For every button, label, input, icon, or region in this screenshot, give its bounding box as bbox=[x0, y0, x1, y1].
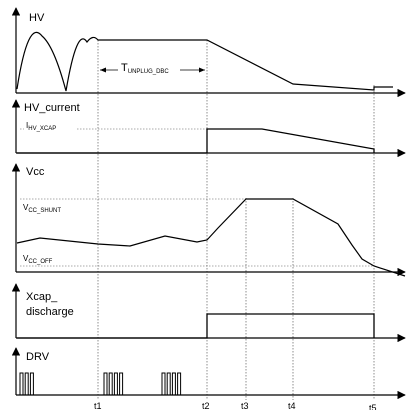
drv-pulse bbox=[29, 372, 34, 395]
hv-current-panel: HV_current IHV_XCAP bbox=[11, 99, 406, 158]
t4-label: t4 bbox=[288, 401, 296, 410]
vcc-waveform bbox=[16, 198, 406, 277]
xcap-label-line1: Xcap_ bbox=[26, 291, 58, 303]
hv-panel: HV TUNPLUG_DBC bbox=[11, 7, 406, 98]
drv-pulses bbox=[19, 372, 182, 395]
hv-current-waveform bbox=[17, 128, 375, 154]
drv-panel: DRV bbox=[11, 347, 406, 400]
drv-label: DRV bbox=[26, 351, 50, 363]
time-marker-lines bbox=[97, 40, 375, 400]
unplug-dbc-arrow-left-head bbox=[100, 67, 106, 73]
vcc-label: Vcc bbox=[26, 166, 45, 178]
drv-pulse bbox=[161, 372, 166, 395]
vcc-panel: Vcc VCC_SHUNT VCC_OFF bbox=[11, 163, 406, 277]
xcap-waveform bbox=[17, 313, 375, 339]
unplug-dbc-arrow-right-head bbox=[199, 67, 205, 73]
xcap-panel: Xcap_ discharge bbox=[11, 283, 406, 343]
drv-pulse bbox=[119, 372, 124, 395]
t5-label: t5 bbox=[369, 403, 377, 410]
vcc-off-label: VCC_OFF bbox=[23, 254, 53, 265]
drv-pulse bbox=[171, 372, 176, 395]
unplug-dbc-annotation: TUNPLUG_DBC bbox=[121, 62, 169, 75]
drv-pulse bbox=[103, 372, 108, 395]
hv-current-label: HV_current bbox=[24, 102, 80, 114]
time-marker-labels: t1 t2 t3 t4 t5 bbox=[94, 401, 377, 410]
drv-pulse bbox=[177, 372, 182, 395]
xcap-label-line2: discharge bbox=[26, 306, 74, 318]
drv-pulse bbox=[113, 372, 118, 395]
hv-xcap-label: IHV_XCAP bbox=[26, 121, 56, 132]
t2-label: t2 bbox=[202, 401, 210, 410]
drv-pulse bbox=[108, 372, 113, 395]
drv-pulse bbox=[19, 372, 24, 395]
vcc-shunt-label: VCC_SHUNT bbox=[23, 203, 61, 214]
drv-pulse bbox=[24, 372, 29, 395]
t1-label: t1 bbox=[94, 401, 102, 410]
hv-label: HV bbox=[29, 12, 45, 24]
hv-waveform bbox=[16, 31, 393, 92]
t3-label: t3 bbox=[241, 401, 249, 410]
drv-pulse bbox=[166, 372, 171, 395]
